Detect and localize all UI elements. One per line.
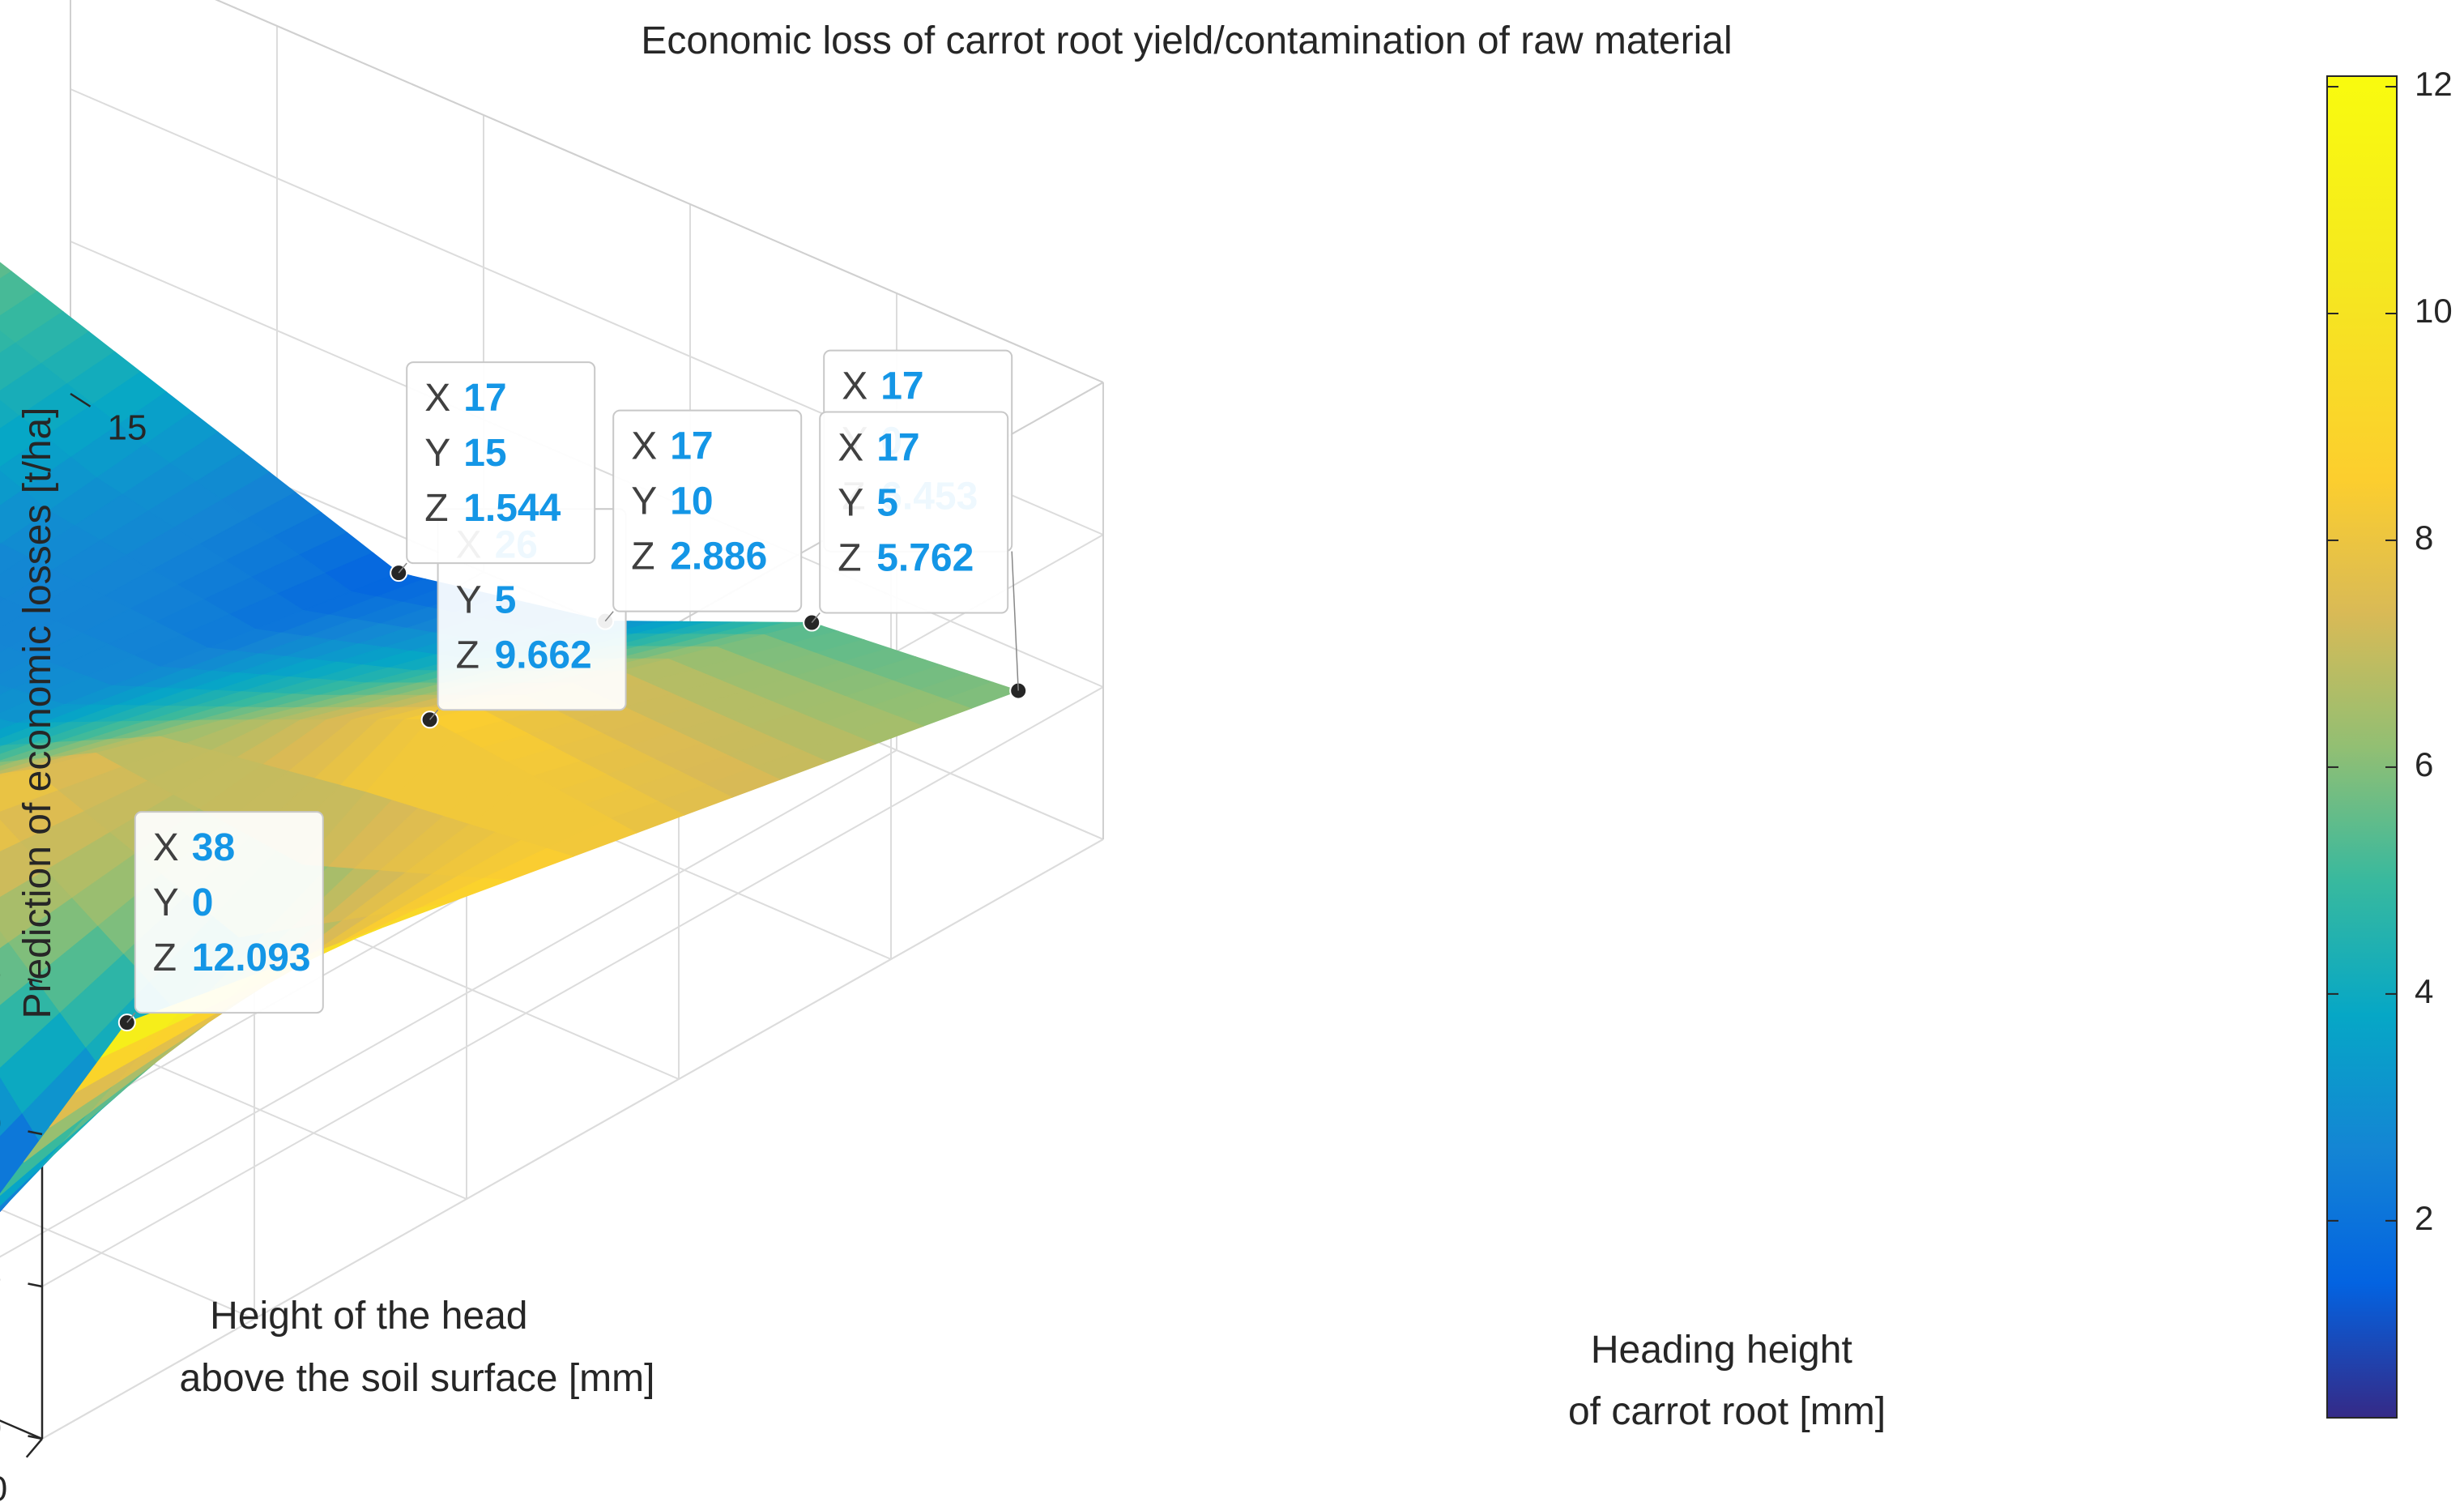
z-tick-label: 10	[0, 1104, 2, 1144]
datatip-value: 5.762	[876, 537, 974, 580]
x-axis-label: Heading height of carrot root [mm]	[1568, 1329, 1886, 1433]
colorbar-tick-label: 8	[2415, 518, 2433, 557]
surface-patch	[0, 470, 24, 506]
datatip-connector	[811, 612, 821, 624]
datatip-value: 9.662	[495, 634, 592, 676]
datatip-key: Z	[424, 487, 448, 530]
datatip-value: 38	[192, 826, 235, 869]
z-tick-label: 15	[0, 952, 2, 992]
y-axis-label-line-2: above the soil surface [mm]	[180, 1357, 655, 1400]
surface-patch	[0, 543, 28, 575]
datatip-value: 17	[880, 365, 923, 408]
datatip-box[interactable]	[819, 411, 1009, 614]
datatip-value: 2.886	[670, 536, 767, 578]
z-tick-label-mark	[28, 1282, 43, 1288]
grid-line-x-floor	[0, 996, 467, 1200]
datatip-key: Y	[456, 578, 482, 621]
y-tick-label: 0	[0, 1470, 7, 1502]
y-axis-label: Height of the head above the soil surfac…	[180, 1295, 655, 1400]
axis-ticks: 1520253035400510152025051015	[0, 392, 147, 1502]
colorbar	[2326, 75, 2398, 1419]
box-edge	[215, 0, 1104, 383]
surface-patch	[0, 1077, 23, 1138]
surface-patch	[0, 399, 20, 430]
datatip-value: 17	[463, 377, 506, 420]
datatip-value: 17	[876, 427, 919, 470]
datatip-value: 12.093	[192, 937, 311, 979]
surface-patch	[0, 685, 15, 696]
colorbar-tick-label: 12	[2415, 65, 2453, 103]
datatip-key: Y	[838, 482, 863, 525]
surface-patch	[0, 1171, 36, 1212]
datatip-key: X	[424, 377, 450, 420]
datatip-connector	[429, 709, 439, 720]
datatips: X38Y0Z12.093X26Y5Z9.662X17Y0Z6.453X17Y5Z…	[126, 349, 1019, 1023]
colorbar-ticks: 2 4 6 8 10 12	[2327, 65, 2453, 1237]
datatip-box[interactable]	[612, 409, 803, 612]
datatip-key: Y	[153, 881, 179, 924]
colorbar-tick-label: 2	[2415, 1199, 2433, 1237]
datatip-value: 0	[192, 881, 214, 924]
colorbar-tick-label: 10	[2415, 292, 2453, 330]
x-axis-label-line-1: Heading height	[1591, 1329, 1852, 1372]
y-tick-label-mark	[25, 1438, 43, 1458]
z-tick-label-mark	[28, 1435, 43, 1440]
x-tick-label-mark	[70, 392, 92, 408]
grid-line-z-wall	[41, 686, 1104, 1287]
colorbar-tick-label: 6	[2415, 745, 2433, 783]
z-tick-label-mark	[28, 1130, 43, 1136]
datatip-value: 5	[495, 578, 517, 621]
z-tick-label-mark	[28, 978, 43, 984]
datatip-value: 15	[463, 432, 506, 475]
datatip-key: X	[838, 427, 863, 470]
z-axis-label: Prediction of economic losses [t/ha]	[16, 407, 59, 1018]
datatip-key: Y	[424, 432, 450, 475]
grid-line-x-floor	[0, 1208, 255, 1320]
datatip-key: X	[153, 826, 179, 869]
datatip-value: 5	[876, 482, 898, 525]
datatip-connector	[1011, 551, 1019, 691]
datatip-connector	[604, 611, 614, 622]
chart-title: Economic loss of carrot root yield/conta…	[641, 19, 1732, 62]
datatip-box[interactable]	[134, 811, 324, 1014]
datatip-key: X	[842, 365, 868, 408]
grid-line-z-wall	[41, 838, 1104, 1440]
datatip-key: Y	[631, 480, 657, 523]
z-tick-label: 5	[0, 1257, 2, 1296]
surface-patch	[0, 719, 19, 731]
x-axis-label-line-2: of carrot root [mm]	[1568, 1390, 1886, 1433]
datatip-connector	[398, 562, 407, 574]
surface-patch	[0, 643, 11, 654]
surface-patch	[0, 599, 32, 629]
datatip-key: Z	[456, 634, 480, 676]
surface-patch	[0, 760, 19, 767]
surface-patch	[0, 330, 16, 354]
datatip-value: 1.544	[463, 487, 561, 530]
datatip-box[interactable]	[406, 361, 596, 565]
colorbar-tick-label: 4	[2415, 972, 2433, 1010]
x-tick-label: 15	[108, 408, 147, 448]
surface-patch	[0, 262, 13, 279]
datatip-key: X	[631, 425, 657, 468]
datatip-value: 17	[670, 425, 713, 468]
datatip-connector	[126, 1012, 136, 1023]
datatip-value: 10	[670, 480, 713, 523]
datatip-key: Z	[631, 536, 654, 578]
surface-patch	[0, 931, 9, 949]
datatip-key: Z	[838, 537, 861, 580]
grid-line-y-floor	[0, 749, 897, 1258]
z-tick-label: 0	[0, 1409, 2, 1449]
surface-patch	[0, 819, 21, 853]
surface-patch	[0, 942, 35, 1007]
y-axis-label-line-1: Height of the head	[210, 1295, 527, 1338]
datatip-key: Z	[153, 937, 177, 979]
